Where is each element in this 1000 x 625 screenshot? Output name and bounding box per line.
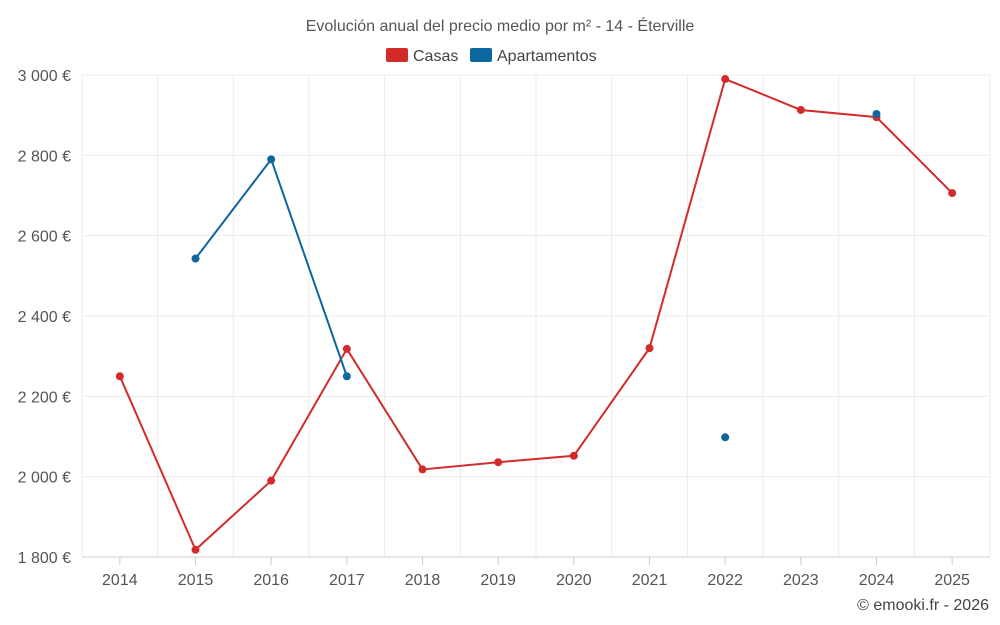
y-tick-label: 2 200 € (18, 389, 71, 406)
series-layer (115, 75, 957, 554)
y-axis-labels: 1 800 € 2 000 € 2 200 € 2 400 € 2 600 € 2 800… (18, 68, 71, 567)
series-line-apartamentos (194, 158, 348, 377)
series-apartamentos (191, 109, 881, 442)
x-tick-label: 2014 (102, 572, 138, 589)
point-casas-2022[interactable] (721, 75, 730, 84)
y-tick-label: 2 000 € (18, 470, 71, 487)
y-tick-label: 1 800 € (18, 550, 71, 567)
point-apartamentos-2022[interactable] (721, 433, 730, 442)
y-tick-label: 2 400 € (18, 309, 71, 326)
series-casas (115, 75, 957, 554)
x-tick-label: 2018 (405, 572, 441, 589)
point-casas-2017[interactable] (342, 344, 351, 353)
x-tick-label: 2025 (934, 572, 970, 589)
point-casas-2015[interactable] (191, 545, 200, 554)
axes (82, 556, 990, 565)
point-casas-2020[interactable] (569, 451, 578, 460)
x-tick-label: 2024 (859, 572, 895, 589)
point-casas-2019[interactable] (494, 458, 503, 467)
x-tick-label: 2015 (178, 572, 214, 589)
series-line-casas (118, 78, 953, 551)
legend-item-apartamentos[interactable]: Apartamentos (470, 48, 597, 65)
point-apartamentos-2016[interactable] (267, 155, 276, 164)
legend-item-casas[interactable]: Casas (386, 48, 458, 65)
point-casas-2018[interactable] (418, 465, 427, 474)
point-casas-2016[interactable] (267, 476, 276, 485)
point-casas-2021[interactable] (645, 344, 654, 353)
legend-swatch-casas (386, 48, 408, 62)
point-casas-2014[interactable] (115, 372, 124, 381)
point-casas-2025[interactable] (948, 189, 957, 198)
x-tick-label: 2017 (329, 572, 365, 589)
y-tick-label: 2 600 € (18, 229, 71, 246)
chart-title: Evolución anual del precio medio por m² … (306, 16, 695, 35)
x-tick-label: 2019 (480, 572, 516, 589)
x-tick-label: 2021 (632, 572, 668, 589)
x-tick-label: 2022 (707, 572, 743, 589)
x-tick-label: 2020 (556, 572, 592, 589)
legend: Casas Apartamentos (386, 48, 597, 65)
point-apartamentos-2015[interactable] (191, 254, 200, 263)
x-tick-label: 2016 (253, 572, 289, 589)
gridlines (81, 74, 991, 558)
legend-label-apartamentos: Apartamentos (497, 48, 597, 65)
x-tick-label: 2023 (783, 572, 819, 589)
point-apartamentos-2017[interactable] (342, 372, 351, 381)
legend-label-casas: Casas (413, 48, 458, 65)
point-apartamentos-2024[interactable] (872, 109, 881, 118)
y-tick-label: 3 000 € (18, 68, 71, 85)
x-axis-labels: 2014 2015 2016 2017 2018 2019 2020 2021 2022 2023… (102, 572, 970, 589)
credit-text: © emooki.fr - 2026 (857, 597, 989, 614)
point-casas-2023[interactable] (796, 105, 805, 114)
y-tick-label: 2 800 € (18, 148, 71, 165)
legend-swatch-apartamentos (470, 48, 492, 62)
